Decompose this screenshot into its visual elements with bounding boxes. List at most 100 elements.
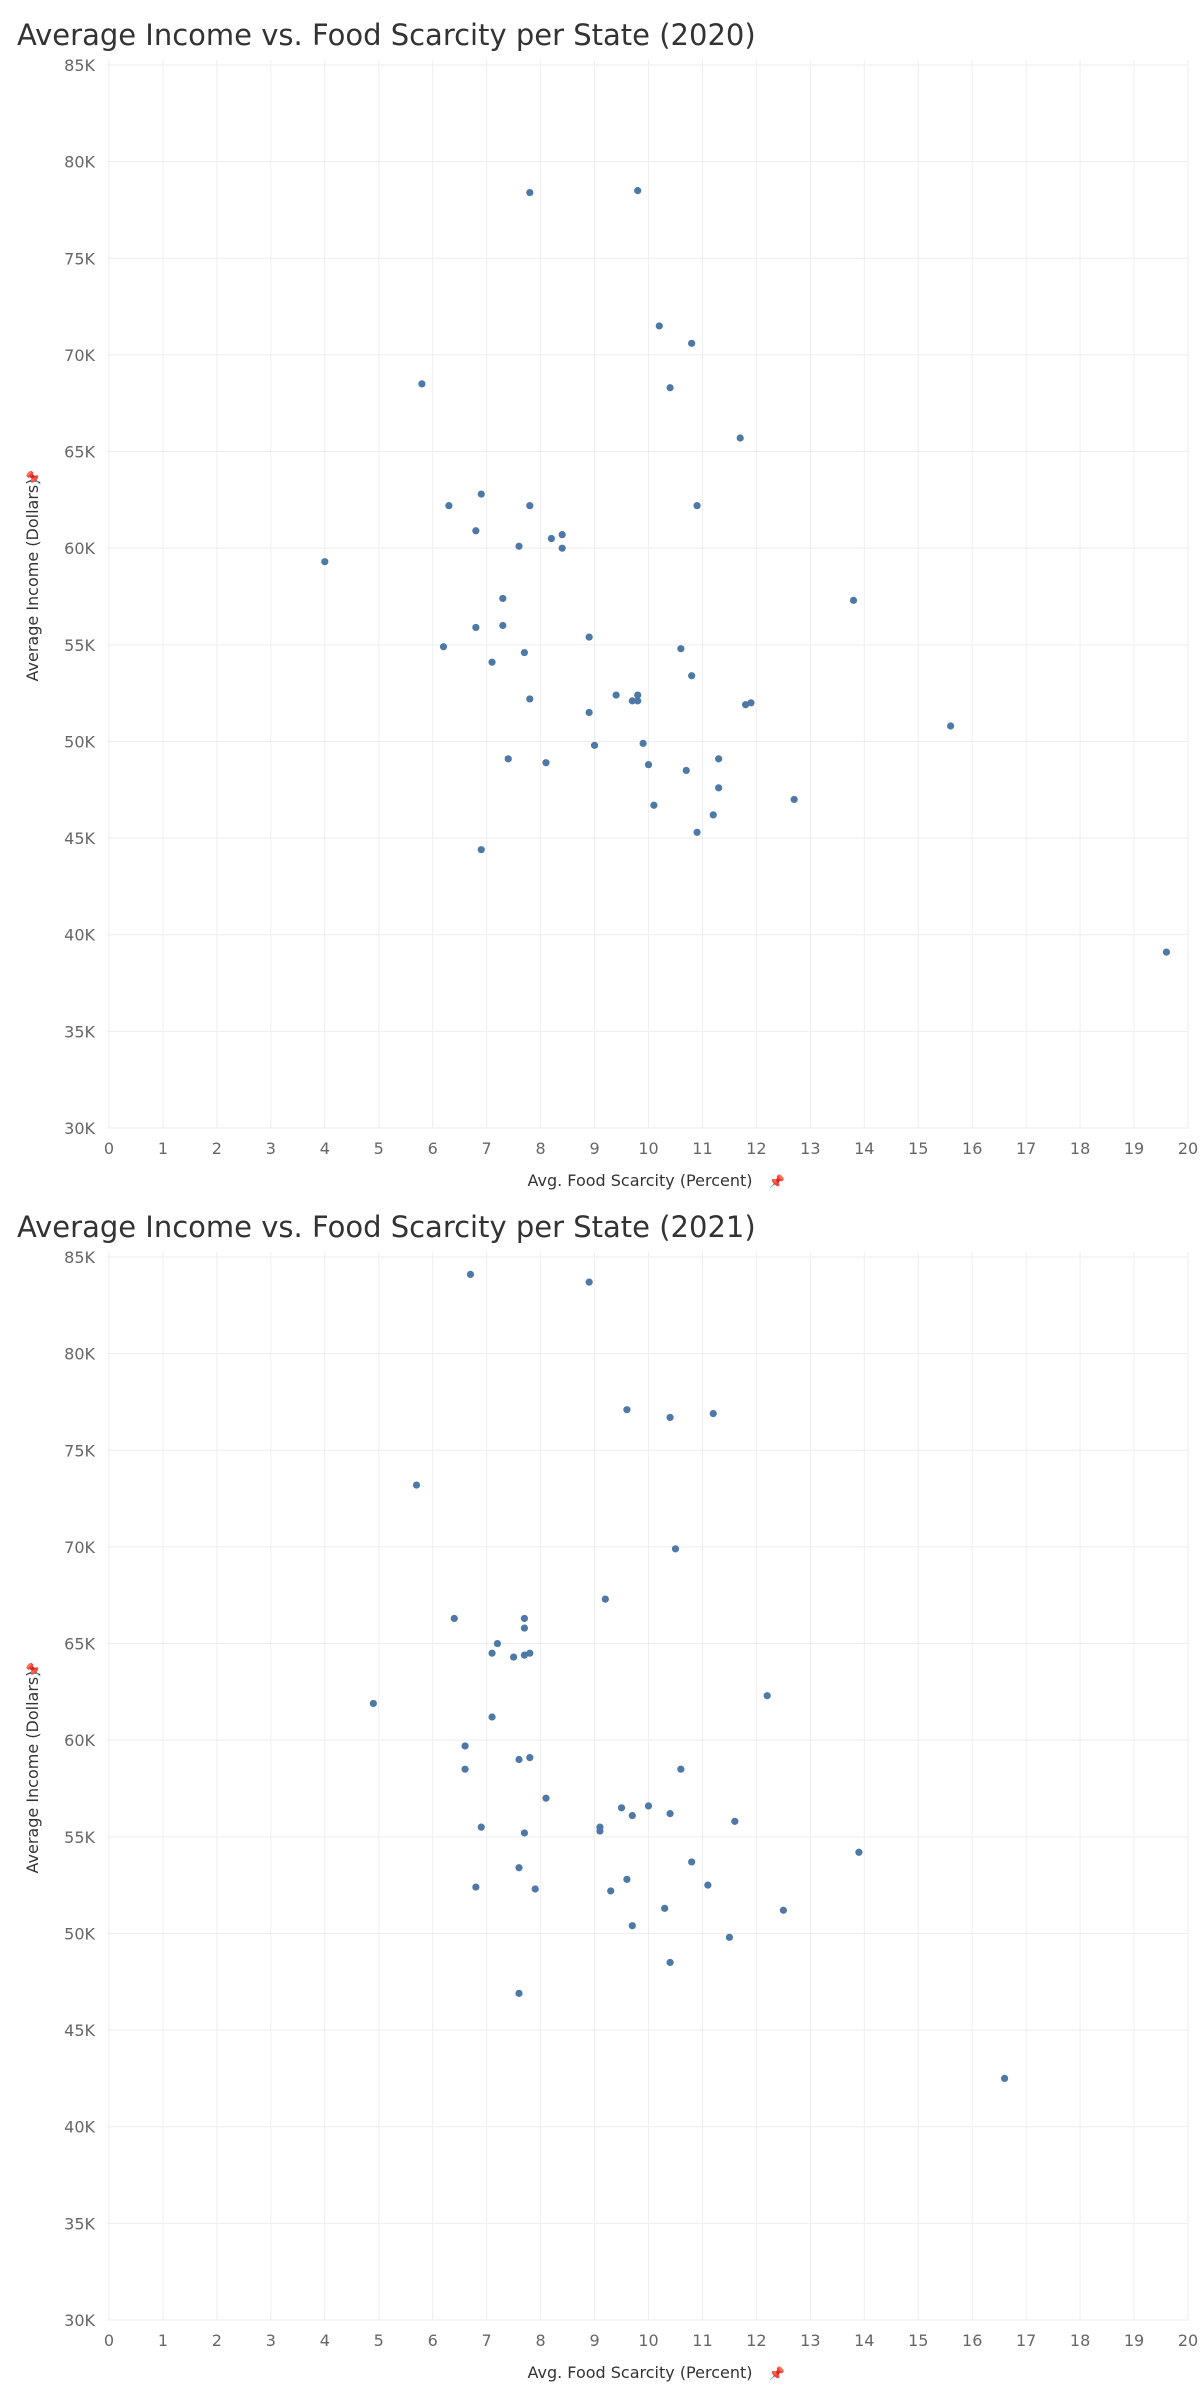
data-point[interactable]	[644, 1802, 653, 1810]
data-point[interactable]	[499, 594, 507, 603]
data-point[interactable]	[666, 1413, 674, 1422]
data-point[interactable]	[520, 648, 529, 657]
data-point[interactable]	[526, 695, 534, 703]
data-point[interactable]	[412, 1481, 421, 1489]
data-point[interactable]	[596, 1827, 604, 1835]
data-point[interactable]	[477, 1823, 485, 1831]
data-point[interactable]	[526, 1649, 534, 1657]
data-point[interactable]	[693, 828, 701, 836]
data-point[interactable]	[688, 1858, 696, 1866]
data-point[interactable]	[488, 658, 496, 666]
data-point[interactable]	[666, 1810, 674, 1818]
data-point[interactable]	[612, 691, 620, 699]
data-point[interactable]	[617, 1804, 626, 1812]
scatter-plot-2020: 0 1 2 3 4 5 6 7 8 9 10 11 12 13 14 15 16 17 18 19 2085K80K75…	[23, 56, 1198, 1190]
data-point[interactable]	[677, 1765, 685, 1773]
data-point[interactable]	[321, 558, 329, 566]
data-point[interactable]	[731, 1817, 739, 1825]
data-point[interactable]	[585, 708, 593, 717]
data-point[interactable]	[671, 1545, 680, 1553]
data-point[interactable]	[445, 502, 453, 510]
data-point[interactable]	[709, 1409, 717, 1418]
data-point[interactable]	[628, 1811, 636, 1820]
data-point[interactable]	[650, 801, 658, 809]
data-point[interactable]	[661, 1904, 669, 1912]
data-point[interactable]	[736, 434, 744, 442]
data-point[interactable]	[477, 846, 485, 854]
data-point[interactable]	[607, 1887, 615, 1895]
data-point[interactable]	[585, 633, 593, 641]
data-point[interactable]	[418, 380, 426, 388]
data-point[interactable]	[488, 1713, 496, 1721]
data-point[interactable]	[693, 502, 701, 510]
data-point[interactable]	[655, 322, 663, 330]
data-point[interactable]	[515, 1989, 523, 1997]
data-point[interactable]	[520, 1614, 529, 1623]
data-point[interactable]	[488, 1649, 496, 1657]
data-point[interactable]	[520, 1829, 529, 1837]
data-point[interactable]	[601, 1595, 609, 1603]
data-point[interactable]	[499, 621, 507, 630]
data-point[interactable]	[504, 755, 512, 763]
data-point[interactable]	[461, 1742, 469, 1750]
data-point[interactable]	[477, 490, 485, 498]
data-point[interactable]	[628, 1922, 636, 1930]
data-point[interactable]	[779, 1906, 787, 1914]
data-point[interactable]	[558, 544, 566, 552]
data-point[interactable]	[623, 1875, 631, 1883]
x-tick-label: 19	[1124, 1139, 1144, 1158]
data-point[interactable]	[634, 691, 642, 699]
data-point[interactable]	[585, 1278, 593, 1286]
data-point[interactable]	[450, 1614, 458, 1623]
data-point[interactable]	[590, 741, 599, 749]
y-tick-label: 80K	[64, 153, 95, 172]
data-point[interactable]	[542, 759, 550, 767]
data-point[interactable]	[666, 1958, 674, 1967]
data-point[interactable]	[855, 1848, 863, 1856]
data-point[interactable]	[558, 531, 566, 539]
data-point[interactable]	[763, 1692, 771, 1700]
data-point[interactable]	[1162, 948, 1171, 956]
data-point[interactable]	[493, 1639, 502, 1648]
data-point[interactable]	[472, 623, 480, 632]
data-point[interactable]	[747, 699, 755, 707]
data-point[interactable]	[542, 1794, 550, 1802]
data-point[interactable]	[520, 1624, 529, 1632]
data-point[interactable]	[682, 766, 690, 775]
data-point[interactable]	[947, 722, 955, 730]
data-point[interactable]	[461, 1765, 469, 1773]
data-point[interactable]	[515, 542, 523, 550]
data-point[interactable]	[688, 672, 696, 680]
data-point[interactable]	[439, 643, 448, 651]
data-point[interactable]	[1000, 2074, 1009, 2083]
data-point[interactable]	[472, 1883, 480, 1891]
data-point[interactable]	[688, 339, 696, 347]
data-point[interactable]	[547, 534, 555, 543]
data-point[interactable]	[725, 1933, 734, 1941]
data-point[interactable]	[677, 645, 685, 653]
data-point[interactable]	[526, 502, 534, 510]
data-point[interactable]	[790, 795, 798, 804]
data-point[interactable]	[709, 811, 717, 819]
data-point[interactable]	[472, 527, 480, 535]
data-point[interactable]	[515, 1864, 523, 1872]
data-point[interactable]	[634, 187, 642, 195]
data-point[interactable]	[639, 739, 647, 747]
data-point[interactable]	[466, 1270, 475, 1278]
data-point[interactable]	[715, 755, 723, 763]
data-point[interactable]	[526, 1753, 534, 1762]
data-point[interactable]	[704, 1881, 712, 1889]
data-point[interactable]	[515, 1755, 523, 1764]
data-point[interactable]	[531, 1885, 539, 1893]
data-point[interactable]	[634, 697, 642, 705]
data-point[interactable]	[666, 384, 674, 392]
data-point[interactable]	[715, 784, 723, 792]
data-point[interactable]	[644, 761, 653, 769]
data-point[interactable]	[369, 1699, 377, 1708]
data-point[interactable]	[849, 596, 858, 604]
data-point[interactable]	[526, 188, 534, 197]
x-tick-label: 12	[746, 2331, 766, 2350]
data-point[interactable]	[628, 697, 636, 705]
data-point[interactable]	[623, 1406, 631, 1414]
data-point[interactable]	[510, 1653, 518, 1661]
